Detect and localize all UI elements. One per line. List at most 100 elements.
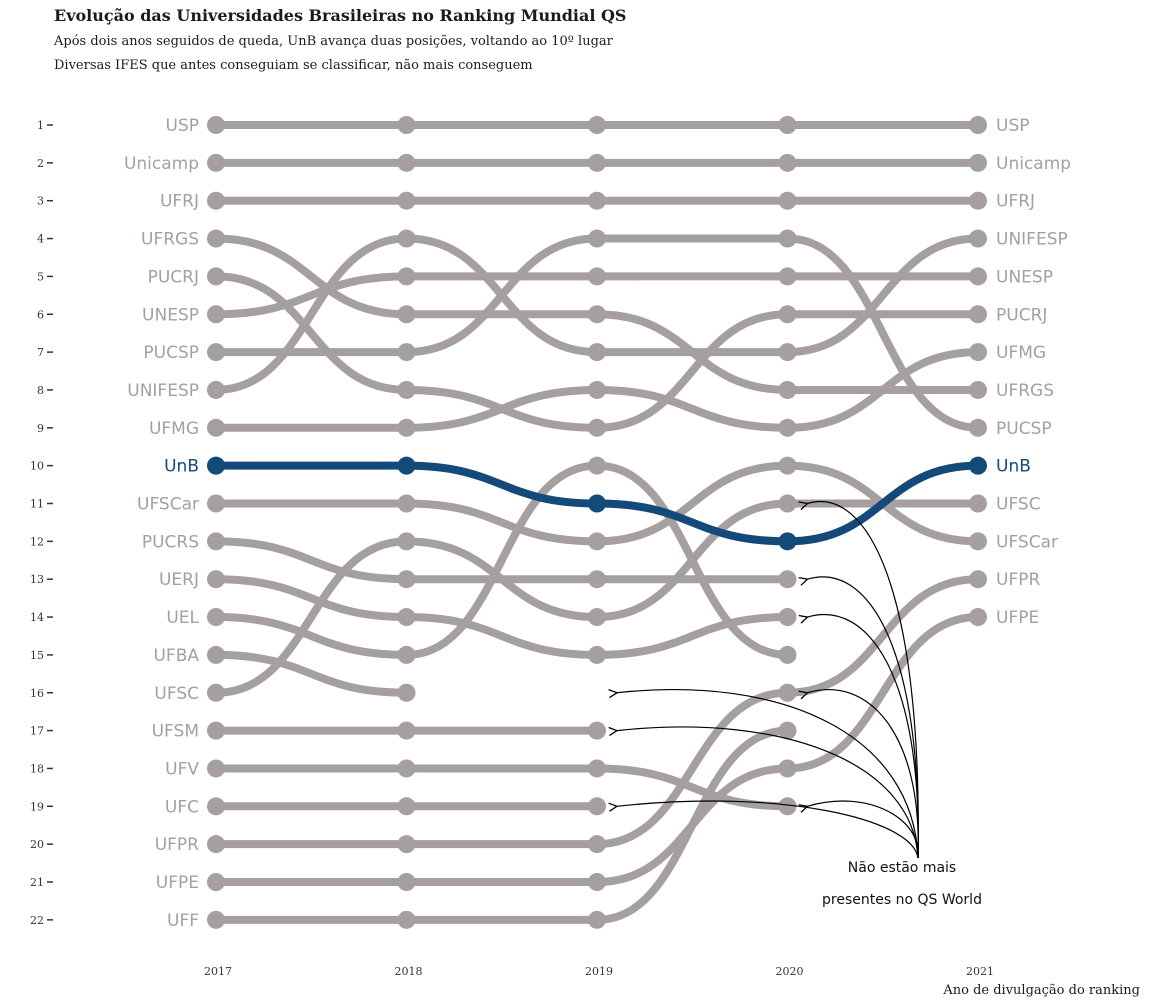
left-label: UFV [165,759,199,779]
data-point [397,608,416,627]
data-point [397,494,416,513]
data-point [207,191,225,210]
x-tick-label: 2019 [585,965,613,978]
series-line-segment [593,688,792,849]
data-point [207,873,225,891]
y-tick-label: 3 [37,195,44,208]
data-point [397,343,416,362]
left-label: PUCRJ [148,267,199,287]
series-line-segment [783,234,982,432]
data-point [207,229,225,248]
series-line-segment [593,726,792,924]
data-point [588,835,606,854]
data-point [778,721,797,740]
right-label: UnB [996,457,1031,477]
annotation-arrow [617,800,919,859]
data-point [207,305,225,324]
data-point [207,116,225,134]
data-point [588,873,606,891]
data-point [207,456,225,475]
chart-subtitle-line-1: Após dois anos seguidos de queda, UnB av… [54,34,613,49]
data-point [969,608,987,627]
data-point [778,343,797,362]
annotation-arrow [808,501,919,859]
y-tick-label: 14 [30,611,44,624]
data-point [207,418,225,437]
left-label: UFSM [152,722,199,742]
chart-title: Evolução das Universidades Brasileiras n… [54,6,627,25]
data-point [969,456,987,475]
series-uerj [207,570,797,664]
right-label: UFRJ [996,192,1035,212]
x-axis-label: Ano de divulgação do ranking [942,983,1140,998]
data-point [969,116,987,134]
annotation-text-line-1: Não estão mais [848,860,956,876]
data-point [207,343,225,362]
data-point [778,229,797,248]
data-point [207,494,225,513]
y-tick-label: 10 [30,460,44,473]
right-label: UFPE [996,608,1039,628]
data-point [588,645,606,664]
data-point [778,683,797,702]
series-line-segment [593,310,792,432]
data-point [397,797,416,816]
left-label: UFSC [154,684,199,704]
data-point [588,153,606,172]
data-point [397,380,416,399]
series-line-segment [593,461,792,546]
data-point [397,835,416,854]
data-point [969,267,987,286]
y-tick-label: 13 [30,573,44,586]
left-label: UFRGS [141,230,199,250]
data-point [778,153,797,172]
data-point [969,305,987,324]
data-point [778,380,797,399]
data-point [397,759,416,778]
data-point [207,570,225,589]
y-tick-label: 4 [37,233,44,246]
data-point [588,797,606,816]
data-point [778,797,797,816]
y-tick-label: 19 [30,800,44,813]
y-tick-label: 2 [37,157,44,170]
series-line-segment [212,537,411,584]
data-point [207,380,225,399]
data-point [969,343,987,362]
right-label: PUCSP [996,419,1052,439]
data-point [588,608,606,627]
data-point [207,153,225,172]
data-point [588,418,606,437]
series-line-segment [402,234,601,357]
data-point [588,305,606,324]
data-point [588,380,606,399]
left-label: UNESP [142,305,199,325]
data-point [397,910,416,929]
left-label: UFRJ [160,192,199,212]
series-line-segment [402,385,601,432]
series-line-segment [783,348,982,432]
left-label: UnB [164,457,199,477]
series-line-segment [402,461,601,508]
right-label: UNESP [996,267,1053,287]
data-point [397,570,416,589]
series-ufsm [207,721,606,740]
series-line-segment [402,613,601,659]
series-uff [207,721,797,929]
y-tick-label: 9 [37,422,44,435]
data-point [969,191,987,210]
annotation-arrow [808,688,919,859]
annotation-text-line-2: presentes no QS World [822,892,982,908]
y-tick-label: 5 [37,270,44,283]
data-point [778,645,797,664]
data-point [778,570,797,589]
data-point [207,683,225,702]
series-line-segment [212,650,411,697]
data-point [778,494,797,513]
series-line-segment [593,613,792,659]
data-point [397,267,416,286]
y-tick-label: 21 [30,876,44,889]
left-label: UEL [166,608,199,628]
series-ufrgs [207,229,987,399]
y-tick-label: 22 [30,914,44,927]
